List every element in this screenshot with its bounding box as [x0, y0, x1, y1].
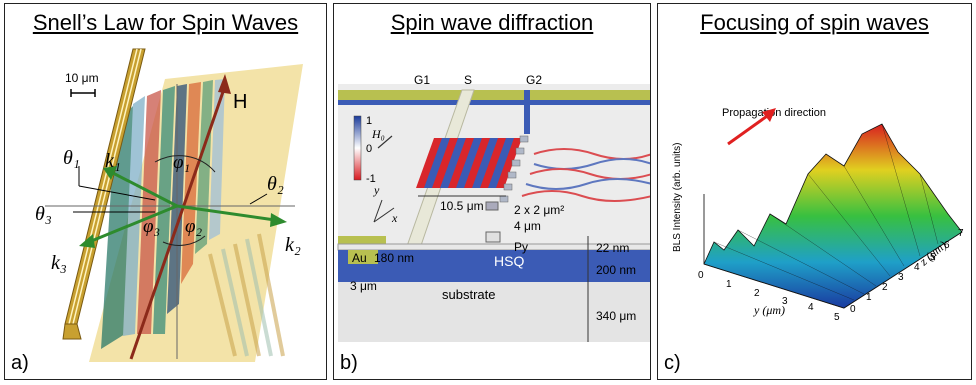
patch-label: 2 x 2 μm²: [514, 203, 564, 217]
phi1-arc: [154, 155, 216, 173]
y-axis-arrow: [373, 199, 383, 223]
width-label: 10.5 μm: [440, 199, 484, 213]
propagation-arrow: [727, 112, 771, 146]
z-tick: 0: [850, 304, 856, 315]
panel-c-title: Focusing of spin waves: [700, 10, 929, 35]
y-tick: 0: [698, 270, 704, 281]
panel-c-label: c): [664, 352, 681, 374]
k1-vector: [110, 170, 178, 208]
z-tick: 5: [930, 252, 936, 263]
y-tick: 1: [726, 279, 732, 290]
cb-top: 1: [366, 115, 372, 127]
theta3-label: θ₃: [35, 203, 52, 225]
g2-label: G2: [526, 73, 542, 87]
au-block: [348, 250, 378, 264]
field-label: H: [233, 91, 247, 113]
panel-b-title: Spin wave diffraction: [390, 10, 594, 35]
au-width: 3 μm: [350, 279, 377, 293]
z-tick: 2: [882, 282, 888, 293]
theta2-label: θ₂: [267, 173, 284, 195]
mesh-lines: [713, 123, 939, 301]
phi1-label: φ₁: [173, 152, 190, 173]
z-tick: 3: [898, 272, 904, 283]
gold-line-top: [338, 90, 650, 100]
panel-b-label: b): [340, 352, 358, 374]
y-tick: 4: [808, 302, 814, 313]
substrate-thickness: 340 μm: [596, 309, 636, 323]
s-label: S: [464, 73, 472, 87]
z-tick: 6: [944, 240, 950, 251]
diffraction-pattern: [521, 148, 650, 202]
gap-label: 4 μm: [514, 219, 541, 233]
z-axis-label: BLS Intensity (arb. units): [672, 143, 683, 253]
x-axis-arrow: [373, 207, 395, 223]
k2-label: k₂: [285, 234, 301, 256]
scale-label: 10 μm: [65, 71, 99, 85]
y-tick: 2: [754, 288, 760, 299]
diffraction-diagram: 1 0 -1 H₀ y x: [337, 73, 650, 342]
spin-wave-stripes: [416, 138, 522, 188]
au-label: Au: [352, 251, 367, 265]
y-tick: 5: [834, 312, 840, 323]
slit-blocks: [499, 135, 529, 203]
propagation-annotation: Propagation direction: [722, 107, 826, 119]
field-arrow: [129, 85, 227, 360]
panel-focusing: Focusing of spin waves Propagation direc…: [657, 3, 972, 380]
y-axis-label: y (μm): [753, 303, 785, 317]
z-tick: 7: [958, 228, 964, 239]
panel-a-title: Snell’s Law for Spin Waves: [32, 10, 299, 35]
cb-bot: -1: [366, 173, 376, 185]
py-label: Py: [514, 240, 528, 254]
k3-label: k₃: [51, 252, 67, 274]
antenna: [62, 48, 146, 340]
k2-vector: [176, 204, 276, 222]
au-thickness: 180 nm: [374, 251, 414, 265]
colorbar: [353, 115, 362, 181]
hsq-thickness: 200 nm: [596, 263, 636, 277]
substrate-layer: [338, 282, 650, 342]
surface: [703, 123, 963, 309]
focusing-surface-plot: Propagation direction BLS Intensity (arb…: [672, 107, 964, 323]
phi2-label: φ₂: [185, 216, 203, 237]
y-label: y: [373, 183, 380, 197]
phi2-arc: [162, 235, 206, 246]
h0-arrow: [377, 135, 393, 149]
cb-mid: 0: [366, 143, 372, 155]
hsq-layer: [338, 250, 650, 282]
panel-spin-wave-diffraction: Spin wave diffraction 1 0 -1: [333, 3, 651, 380]
k1-label: k₁: [105, 150, 121, 172]
k3-vector: [88, 204, 178, 244]
y-tick: 3: [782, 296, 788, 307]
z-tick: 4: [914, 262, 920, 273]
g1-label: G1: [414, 73, 430, 87]
z-tick: 1: [866, 292, 872, 303]
snells-law-diagram: 10 μm H θ₁ θ₂ θ₃ φ₁ φ₂ φ₃ k₁ k₂ k₃: [35, 48, 303, 362]
theta1-label: θ₁: [63, 147, 80, 169]
panel-a-label: a): [11, 352, 29, 374]
panel-snells-law: Snell’s Law for Spin Waves: [4, 3, 327, 380]
h0-label: H₀: [371, 127, 385, 141]
py-thickness: 22 nm: [596, 241, 629, 255]
refracted-waves: [208, 233, 285, 357]
hsq-label: HSQ: [494, 253, 524, 269]
x-label: x: [391, 211, 398, 225]
phi3-label: φ₃: [143, 216, 160, 237]
substrate-label: substrate: [442, 287, 495, 302]
